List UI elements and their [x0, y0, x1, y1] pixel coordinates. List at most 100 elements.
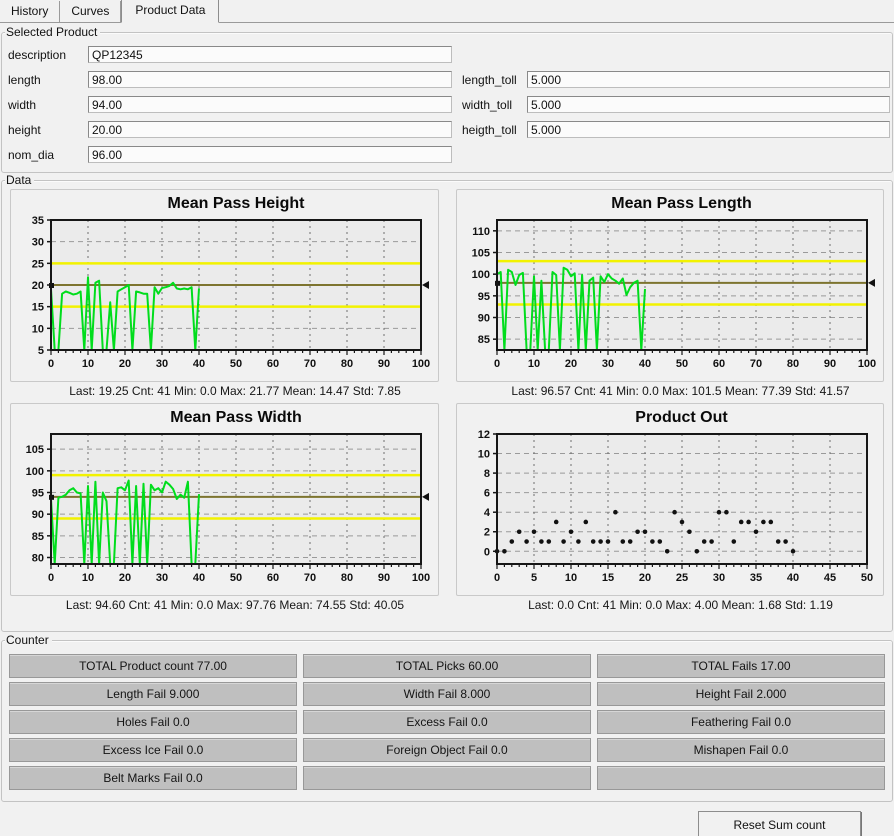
height-label: height [8, 122, 41, 137]
tab-curves[interactable]: Curves [60, 1, 122, 23]
product-out-cell: Product Out 0 2 4 6 8 10 12 0 5 10 15 20 25 30 35 40 45 5… [455, 403, 884, 614]
counter-cell: TOTAL Picks 60.00 [303, 654, 591, 678]
height-field[interactable] [88, 121, 452, 138]
tab-product-data[interactable]: Product Data [121, 0, 220, 23]
counter-cell: Belt Marks Fail 0.0 [9, 766, 297, 790]
svg-text:85: 85 [477, 334, 489, 346]
svg-text:95: 95 [32, 488, 44, 500]
svg-text:25: 25 [32, 258, 44, 270]
tab-bar-filler [219, 0, 894, 23]
svg-text:10: 10 [564, 572, 576, 584]
counter-cell: Excess Ice Fail 0.0 [9, 738, 297, 762]
counter-cell: Mishapen Fail 0.0 [597, 738, 885, 762]
svg-text:70: 70 [304, 358, 316, 370]
svg-text:80: 80 [786, 358, 798, 370]
svg-text:95: 95 [477, 291, 489, 303]
svg-text:90: 90 [378, 572, 390, 584]
svg-text:100: 100 [857, 358, 875, 370]
svg-text:5: 5 [38, 345, 44, 357]
mean-pass-width-chart: 80 85 90 95 100 105 0 10 20 30 40 50 60 70 80 90 100 [26, 433, 430, 584]
svg-text:50: 50 [230, 572, 242, 584]
svg-text:20: 20 [564, 358, 576, 370]
svg-text:0: 0 [493, 358, 499, 370]
description-field[interactable] [88, 46, 452, 63]
svg-text:45: 45 [823, 572, 835, 584]
counter-cell: Feathering Fail 0.0 [597, 710, 885, 734]
selected-product-group: Selected Product description length widt… [1, 25, 893, 173]
mean-pass-height-stats: Last: 19.25 Cnt: 41 Min: 0.0 Max: 21.77 … [69, 384, 401, 398]
nom-dia-label: nom_dia [8, 147, 55, 162]
counter-grid: TOTAL Product count 77.00 TOTAL Picks 60.… [9, 654, 885, 790]
mean-pass-length-stats: Last: 96.57 Cnt: 41 Min: 0.0 Max: 101.5 … [511, 384, 850, 398]
counter-cell-empty [597, 766, 885, 790]
mean-pass-length-chart: 85 90 95 100 105 110 0 10 20 30 40 50 60 70 80 90 100 [471, 219, 876, 370]
tab-history[interactable]: History [0, 1, 61, 23]
mean-pass-height-cell: Mean Pass Height 5 10 15 20 25 30 35 0 10 20 30 40 5… [10, 189, 439, 400]
mean-pass-height-title: Mean Pass Height [167, 195, 305, 212]
svg-text:30: 30 [156, 358, 168, 370]
svg-text:100: 100 [412, 358, 430, 370]
product-out-title: Product Out [635, 409, 728, 426]
svg-text:70: 70 [749, 358, 761, 370]
nom-dia-field[interactable] [88, 146, 452, 163]
length-label: length [8, 72, 41, 87]
svg-text:8: 8 [483, 468, 489, 480]
counter-cell: Width Fail 8.000 [303, 682, 591, 706]
counter-cell: Foreign Object Fail 0.0 [303, 738, 591, 762]
mean-pass-width-title: Mean Pass Width [170, 409, 302, 426]
svg-text:35: 35 [749, 572, 761, 584]
svg-text:40: 40 [786, 572, 798, 584]
reset-sum-count-button[interactable]: Reset Sum count [698, 811, 861, 836]
counter-cell: TOTAL Product count 77.00 [9, 654, 297, 678]
svg-text:30: 30 [601, 358, 613, 370]
svg-text:90: 90 [477, 313, 489, 325]
counter-cell: Excess Fail 0.0 [303, 710, 591, 734]
svg-text:20: 20 [32, 280, 44, 292]
svg-text:0: 0 [493, 572, 499, 584]
width-toll-field[interactable] [527, 96, 890, 113]
length-toll-label: length_toll [462, 72, 517, 87]
svg-text:6: 6 [483, 488, 489, 500]
svg-text:60: 60 [712, 358, 724, 370]
counter-cell: Length Fail 9.000 [9, 682, 297, 706]
charts-grid: Mean Pass Height 5 10 15 20 25 30 35 0 10 20 30 40 5… [10, 189, 884, 614]
mean-pass-length-title: Mean Pass Length [611, 195, 752, 212]
svg-text:15: 15 [32, 302, 44, 314]
svg-text:60: 60 [267, 572, 279, 584]
heigth-toll-label: heigth_toll [462, 122, 517, 137]
svg-text:80: 80 [32, 553, 44, 565]
svg-text:105: 105 [26, 444, 44, 456]
counter-cell: Height Fail 2.000 [597, 682, 885, 706]
length-toll-field[interactable] [527, 71, 890, 88]
counter-cell-empty [303, 766, 591, 790]
svg-text:110: 110 [472, 226, 490, 238]
heigth-toll-field[interactable] [527, 121, 890, 138]
svg-text:90: 90 [823, 358, 835, 370]
svg-text:30: 30 [156, 572, 168, 584]
svg-text:40: 40 [193, 358, 205, 370]
product-out-chart: 0 2 4 6 8 10 12 0 5 10 15 20 25 30 35 40 45 50 [477, 429, 872, 584]
length-field[interactable] [88, 71, 452, 88]
svg-text:50: 50 [230, 358, 242, 370]
counter-legend: Counter [5, 633, 52, 647]
svg-text:10: 10 [527, 358, 539, 370]
mean-pass-length-cell: Mean Pass Length 85 90 95 100 105 110 0 10 20 30 4… [455, 189, 884, 400]
svg-text:30: 30 [32, 237, 44, 249]
width-toll-label: width_toll [462, 97, 513, 112]
svg-text:25: 25 [675, 572, 687, 584]
width-label: width [8, 97, 37, 112]
svg-text:0: 0 [48, 572, 54, 584]
mean-pass-width-cell: Mean Pass Width 80 85 90 95 100 105 0 10 20 30 40 5… [10, 403, 439, 614]
svg-text:10: 10 [32, 323, 44, 335]
svg-text:60: 60 [267, 358, 279, 370]
counter-group: Counter TOTAL Product count 77.00 TOTAL P… [1, 633, 893, 802]
counter-cell: Holes Fail 0.0 [9, 710, 297, 734]
svg-text:50: 50 [675, 358, 687, 370]
product-out-panel: Product Out 0 2 4 6 8 10 12 0 5 10 15 20 25 30 35 40 45 5… [455, 403, 884, 596]
mean-pass-width-stats: Last: 94.60 Cnt: 41 Min: 0.0 Max: 97.76 … [65, 598, 405, 612]
svg-text:100: 100 [471, 269, 489, 281]
svg-text:10: 10 [477, 449, 489, 461]
width-field[interactable] [88, 96, 452, 113]
svg-text:35: 35 [32, 215, 44, 227]
